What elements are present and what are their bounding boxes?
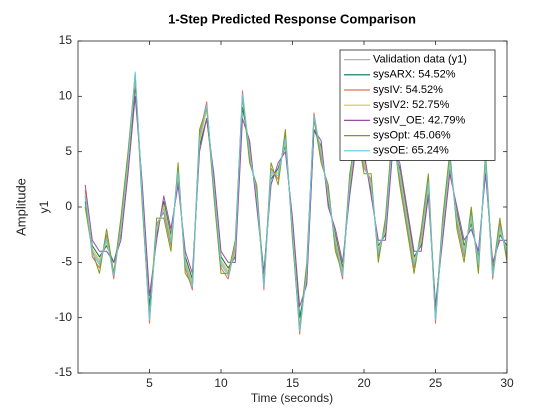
x-tick-label: 30 [500,376,514,390]
output-label: y1 [37,200,51,213]
series-line [84,71,507,332]
y-tick-label: 15 [59,33,73,47]
y-tick-label: -5 [61,255,72,269]
x-tick-label: 15 [286,376,300,390]
x-axis-label: Time (seconds) [251,391,333,405]
x-tick-label: 20 [357,376,371,390]
legend-label: sysOE: 65.24% [373,145,449,157]
legend-label: sysOpt: 45.06% [373,130,451,142]
x-tick-label: 10 [214,376,228,390]
x-tick-label: 5 [146,376,153,390]
legend: Validation data (y1) sysARX: 54.52% sysIV:… [339,49,496,161]
legend-label: sysARX: 54.52% [373,69,456,81]
y-tick-label: -15 [55,365,73,379]
lines [84,71,507,335]
legend-label: sysIV2: 52.75% [373,99,450,111]
y-tick-label: 10 [59,89,73,103]
chart-title: 1-Step Predicted Response Comparison [168,11,416,26]
legend-label: Validation data (y1) [373,54,467,66]
y-tick-label: 5 [65,144,72,158]
y-tick-label: 0 [65,199,72,213]
y-tick-label: -10 [55,310,73,324]
legend-label: sysIV_OE: 42.79% [373,114,466,126]
legend-label: sysIV: 54.52% [373,84,443,96]
x-tick-label: 25 [429,376,443,390]
y-axis-label: Amplitude [13,178,28,236]
